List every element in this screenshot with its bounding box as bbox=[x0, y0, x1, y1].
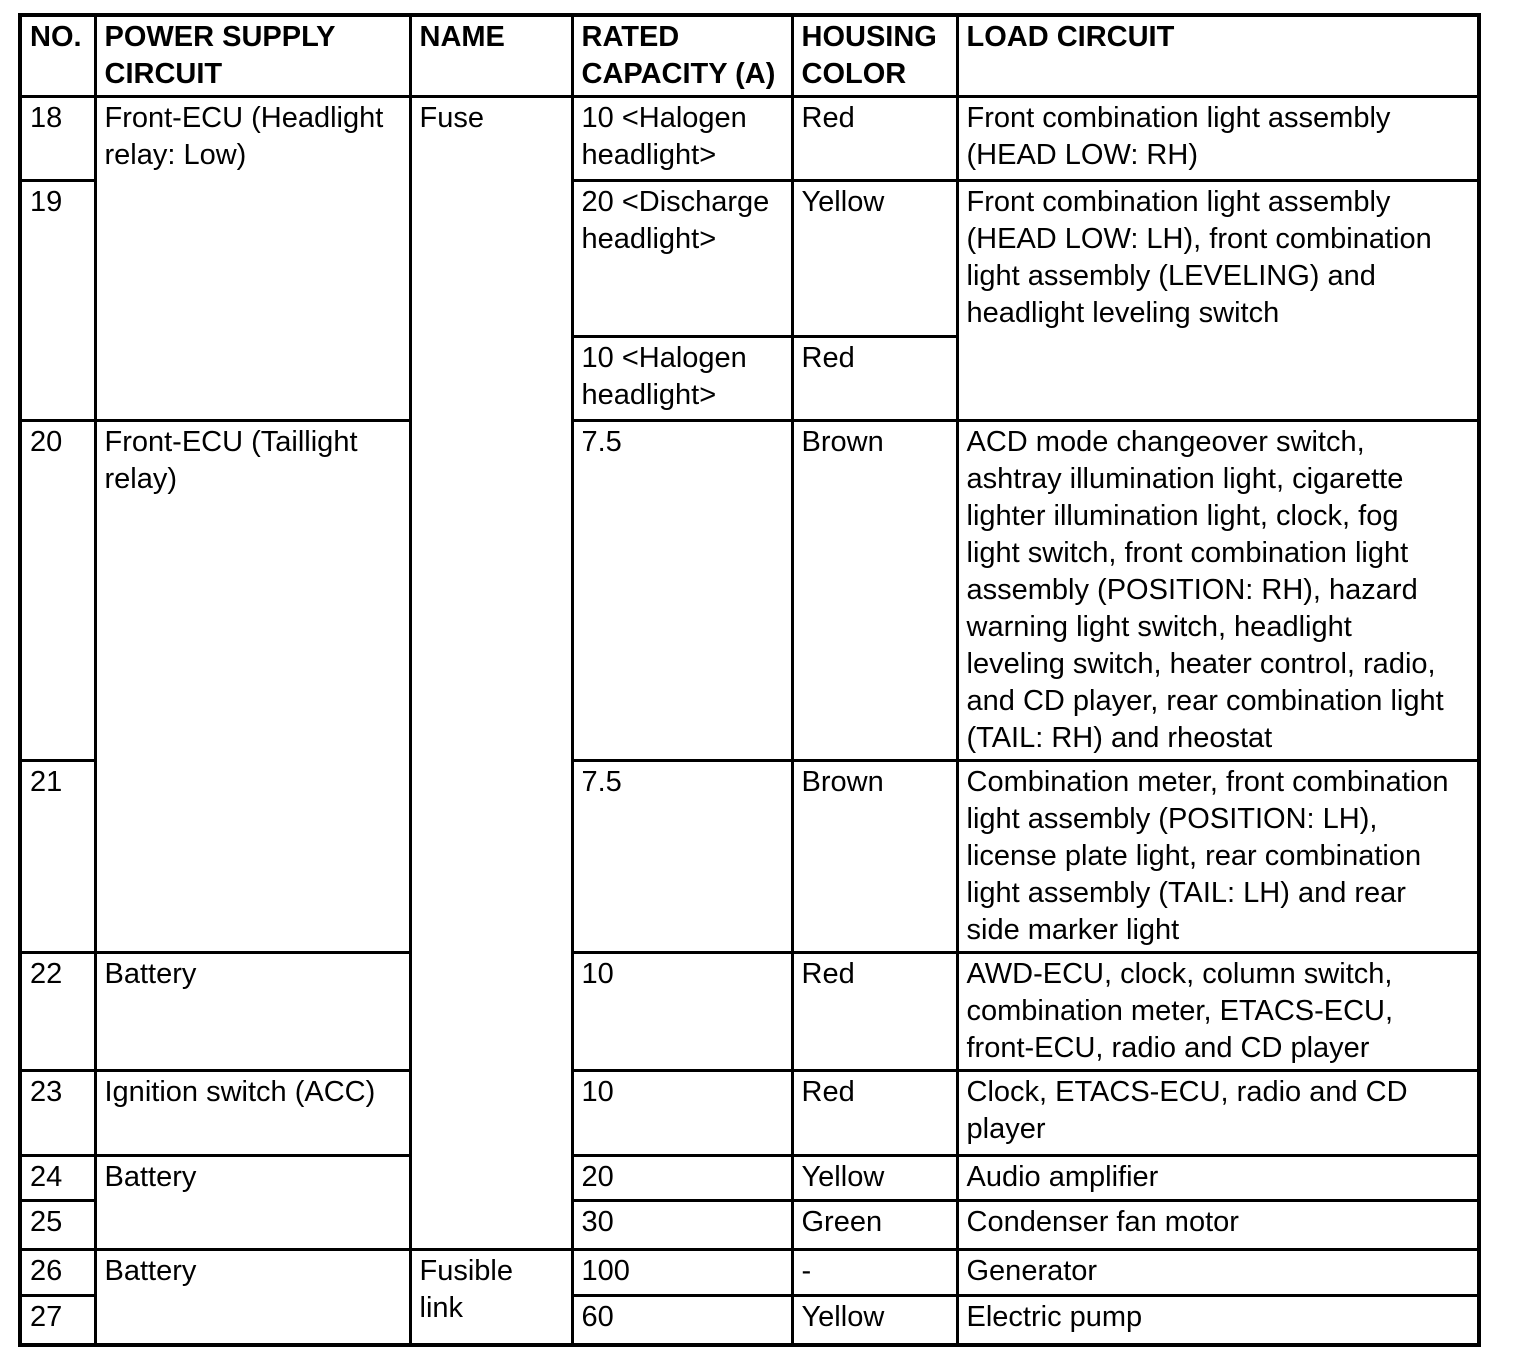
cell-18-name-fuse: Fuse bbox=[408, 95, 574, 1251]
cell-19-housing-color-yellow: Yellow bbox=[790, 179, 959, 338]
cell-24-housing-color: Yellow bbox=[790, 1154, 959, 1202]
cell-24-power-supply: Battery bbox=[93, 1154, 412, 1251]
cell-24-no: 24 bbox=[18, 1154, 97, 1202]
cell-20-capacity: 7.5 bbox=[570, 419, 794, 762]
col-header-power-supply-circuit: POWER SUPPLY CIRCUIT bbox=[93, 13, 412, 98]
cell-26-capacity: 100 bbox=[570, 1248, 794, 1297]
col-header-rated-capacity: RATED CAPACITY (A) bbox=[570, 13, 794, 98]
cell-24-load-circuit: Audio amplifier bbox=[955, 1154, 1481, 1202]
fuse-table: NO. POWER SUPPLY CIRCUIT NAME RATED CAPA… bbox=[18, 13, 1481, 1347]
cell-21-load-circuit: Combination meter, front combination lig… bbox=[955, 759, 1481, 954]
cell-27-load-circuit: Electric pump bbox=[955, 1294, 1481, 1346]
cell-23-capacity: 10 bbox=[570, 1069, 794, 1157]
cell-21-no: 21 bbox=[18, 759, 97, 954]
cell-25-capacity: 30 bbox=[570, 1199, 794, 1251]
table-row-19a: 19 20 <Discharge headlight> Yellow Front… bbox=[18, 179, 1481, 422]
cell-27-housing-color: Yellow bbox=[790, 1294, 959, 1346]
cell-19-housing-color-red: Red bbox=[790, 335, 959, 422]
col-header-name: NAME bbox=[408, 13, 574, 98]
cell-27-no: 27 bbox=[18, 1294, 97, 1346]
cell-22-power-supply: Battery bbox=[93, 951, 412, 1072]
table-row-20: 20 Front-ECU (Taillight relay) 7.5 Brown… bbox=[18, 419, 1481, 954]
cell-22-capacity: 10 bbox=[570, 951, 794, 1072]
table-row-18: 18 Front-ECU (Headlight relay: Low) Fuse… bbox=[18, 95, 1481, 1251]
col-header-load-circuit: LOAD CIRCUIT bbox=[955, 13, 1481, 98]
cell-26-power-supply: Battery bbox=[93, 1248, 412, 1346]
table-row-26: 26 Battery Fusible link 100 - Generator bbox=[18, 1248, 1481, 1346]
cell-25-no: 25 bbox=[18, 1199, 97, 1251]
cell-18-load-circuit: Front combination light assembly (HEAD L… bbox=[955, 95, 1481, 182]
cell-20-no: 20 bbox=[18, 419, 97, 762]
cell-21-capacity: 7.5 bbox=[570, 759, 794, 954]
table-row-27: 27 60 Yellow Electric pump bbox=[18, 1294, 1481, 1346]
col-header-no: NO. bbox=[18, 13, 97, 98]
cell-19-load-circuit: Front combination light assembly (HEAD L… bbox=[955, 179, 1481, 422]
table-row-24: 24 Battery 20 Yellow Audio amplifier bbox=[18, 1154, 1481, 1251]
cell-23-no: 23 bbox=[18, 1069, 97, 1157]
table-row-22: 22 Battery 10 Red AWD-ECU, clock, column… bbox=[18, 951, 1481, 1072]
cell-20-housing-color: Brown bbox=[790, 419, 959, 762]
cell-19-no: 19 bbox=[18, 179, 97, 422]
cell-27-capacity: 60 bbox=[570, 1294, 794, 1346]
table-row-21: 21 7.5 Brown Combination meter, front co… bbox=[18, 759, 1481, 954]
cell-18-no: 18 bbox=[18, 95, 97, 182]
cell-18-capacity: 10 <Halogen headlight> bbox=[570, 95, 794, 182]
cell-26-no: 26 bbox=[18, 1248, 97, 1297]
cell-18-housing-color: Red bbox=[790, 95, 959, 182]
cell-18-power-supply: Front-ECU (Headlight relay: Low) bbox=[93, 95, 412, 422]
table-row-23: 23 Ignition switch (ACC) 10 Red Clock, E… bbox=[18, 1069, 1481, 1157]
cell-26-load-circuit: Generator bbox=[955, 1248, 1481, 1297]
cell-22-load-circuit: AWD-ECU, clock, column switch, combinati… bbox=[955, 951, 1481, 1072]
cell-21-housing-color: Brown bbox=[790, 759, 959, 954]
cell-25-housing-color: Green bbox=[790, 1199, 959, 1251]
cell-26-name-fusible-link: Fusible link bbox=[408, 1248, 574, 1346]
cell-19-capacity-halogen: 10 <Halogen headlight> bbox=[570, 335, 794, 422]
cell-22-housing-color: Red bbox=[790, 951, 959, 1072]
cell-23-housing-color: Red bbox=[790, 1069, 959, 1157]
cell-20-load-circuit: ACD mode changeover switch, ashtray illu… bbox=[955, 419, 1481, 762]
cell-26-housing-color: - bbox=[790, 1248, 959, 1297]
table-row-19b: 10 <Halogen headlight> Red bbox=[20, 335, 1479, 422]
cell-23-power-supply: Ignition switch (ACC) bbox=[93, 1069, 412, 1157]
cell-24-capacity: 20 bbox=[570, 1154, 794, 1202]
col-header-housing-color: HOUSING COLOR bbox=[790, 13, 959, 98]
cell-22-no: 22 bbox=[18, 951, 97, 1072]
table-row-25: 25 30 Green Condenser fan motor bbox=[18, 1199, 1481, 1251]
cell-20-power-supply: Front-ECU (Taillight relay) bbox=[93, 419, 412, 954]
cell-19-capacity-discharge: 20 <Discharge headlight> bbox=[570, 179, 794, 338]
cell-25-load-circuit: Condenser fan motor bbox=[955, 1199, 1481, 1251]
header-row: NO. POWER SUPPLY CIRCUIT NAME RATED CAPA… bbox=[18, 13, 1481, 98]
cell-23-load-circuit: Clock, ETACS-ECU, radio and CD player bbox=[955, 1069, 1481, 1157]
